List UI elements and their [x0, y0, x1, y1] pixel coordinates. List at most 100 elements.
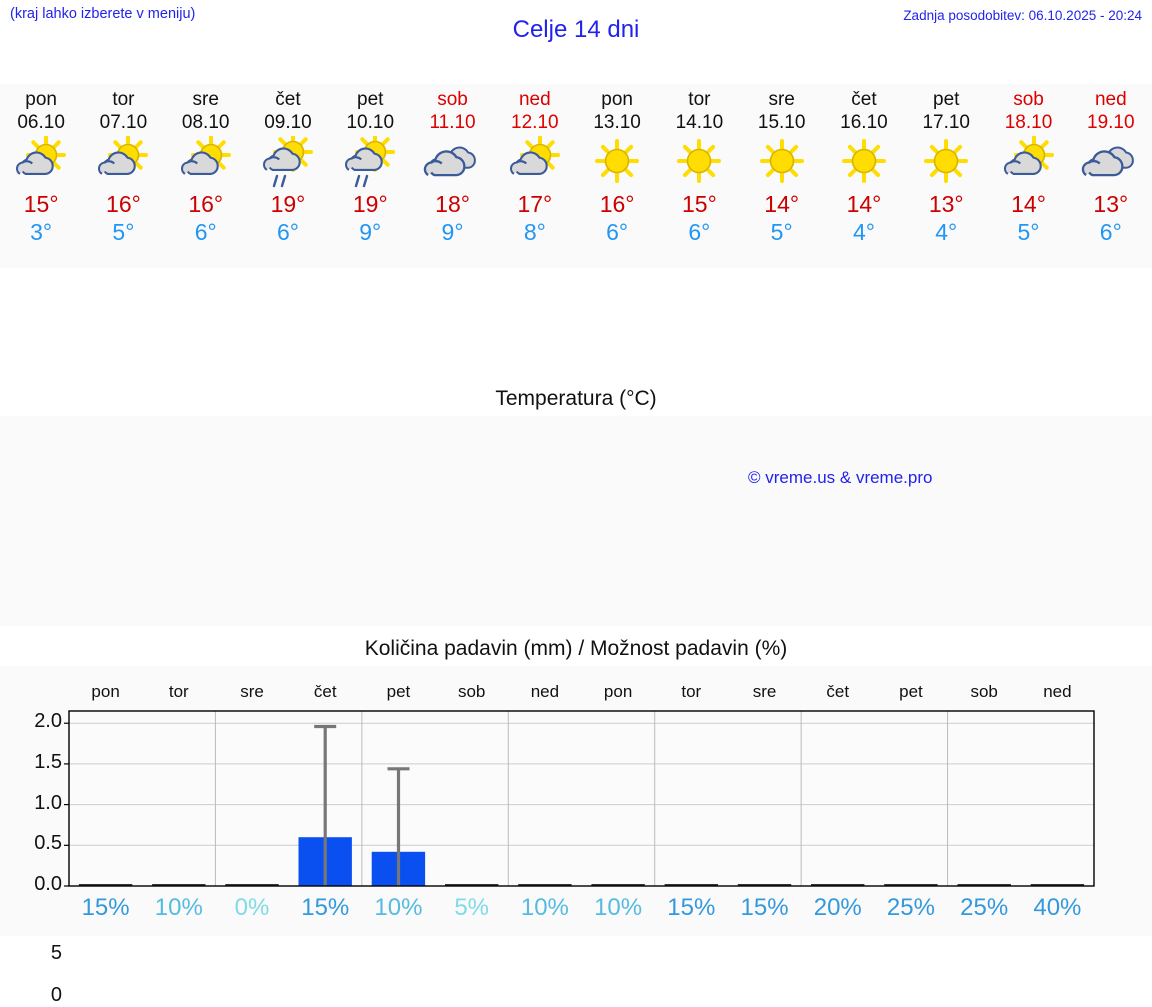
- forecast-day-column: čet 16.10 14° 4°: [823, 84, 905, 268]
- precipitation-day-label: čet: [826, 682, 850, 701]
- precipitation-day-label: čet: [313, 682, 337, 701]
- forecast-temp-max: 16°: [599, 191, 635, 217]
- precipitation-probability-label: 0%: [234, 894, 270, 921]
- sun-behind-cloud-icon: [175, 135, 237, 188]
- forecast-strip: pon 06.10 15° 3° tor 07.10 16° 5° sre 08.10 16°…: [0, 84, 1152, 268]
- precipitation-y-axis-tick: 0.0: [34, 873, 62, 895]
- forecast-day-date: 19.10: [1087, 112, 1135, 133]
- forecast-day-name: sob: [1013, 89, 1044, 110]
- forecast-day-name: sre: [192, 89, 219, 110]
- forecast-day-column: čet 09.10 19° 6°: [247, 84, 329, 268]
- precipitation-probability-label: 15%: [740, 894, 789, 921]
- cloudy-icon: [422, 136, 484, 188]
- forecast-temp-max: 17°: [517, 191, 553, 217]
- precipitation-day-label: sre: [752, 682, 777, 701]
- sun-behind-rain-cloud-icon: [257, 132, 319, 188]
- precipitation-y-axis-tick: 1.0: [34, 791, 62, 814]
- forecast-day-column: sob 18.10 14° 5°: [987, 84, 1069, 268]
- forecast-columns: pon 06.10 15° 3° tor 07.10 16° 5° sre 08.10 16°…: [0, 84, 1152, 268]
- forecast-day-date: 11.10: [429, 112, 476, 133]
- forecast-day-column: pon 13.10 16° 6°: [576, 84, 658, 268]
- forecast-day-column: pet 17.10 13° 4°: [905, 84, 987, 268]
- forecast-day-name: pet: [933, 89, 960, 110]
- forecast-day-column: pon 06.10 15° 3°: [0, 84, 82, 268]
- forecast-day-name: čet: [851, 89, 877, 110]
- precipitation-probability-label: 5%: [454, 894, 489, 921]
- temperature-y-axis-tick: 5: [50, 942, 62, 965]
- precipitation-y-axis-tick: 0.5: [34, 832, 62, 855]
- precipitation-day-label: sob: [457, 682, 486, 701]
- forecast-temp-max: 15°: [23, 191, 59, 217]
- precipitation-day-label: pet: [386, 682, 411, 701]
- forecast-day-date: 08.10: [181, 112, 230, 133]
- sun-behind-rain-cloud-icon: [339, 132, 401, 188]
- forecast-day-column: tor 07.10 16° 5°: [82, 84, 164, 268]
- sun-icon: [586, 136, 648, 188]
- sun-behind-cloud-icon: [504, 135, 566, 188]
- forecast-temp-min: 5°: [770, 219, 793, 245]
- forecast-temp-min: 6°: [688, 219, 711, 245]
- forecast-temp-max: 19°: [270, 191, 306, 217]
- forecast-temp-max: 19°: [352, 191, 388, 217]
- forecast-temp-max: 16°: [106, 191, 141, 217]
- sun-icon: [668, 136, 730, 188]
- temperature-chart-block: Temperatura (°C) 05101520© vreme.us & vr…: [0, 384, 1152, 1006]
- cloudy-icon: [1080, 136, 1142, 188]
- forecast-day-name: sob: [437, 89, 468, 110]
- page-header: (kraj lahko izberete v meniju) Celje 14 …: [0, 0, 1152, 62]
- menu-hint-link[interactable]: (kraj lahko izberete v meniju): [10, 6, 196, 22]
- precipitation-probability-label: 15%: [301, 894, 350, 921]
- precipitation-day-label: tor: [168, 682, 189, 701]
- forecast-day-date: 06.10: [17, 112, 65, 133]
- precipitation-day-label: ned: [530, 682, 560, 701]
- forecast-temp-min: 4°: [852, 219, 875, 245]
- forecast-day-date: 10.10: [346, 112, 395, 133]
- precipitation-day-label: pon: [603, 682, 633, 701]
- forecast-day-column: sob 11.10 18° 9°: [411, 84, 493, 268]
- precipitation-probability-label: 40%: [1033, 894, 1082, 921]
- forecast-temp-min: 8°: [523, 219, 546, 245]
- forecast-day-name: tor: [112, 89, 135, 110]
- forecast-temp-min: 6°: [276, 219, 299, 245]
- forecast-day-column: ned 19.10 13° 6°: [1070, 84, 1152, 268]
- forecast-temp-max: 13°: [1093, 191, 1129, 217]
- forecast-temp-max: 15°: [682, 191, 717, 217]
- forecast-day-name: ned: [518, 89, 551, 110]
- forecast-temp-min: 5°: [1017, 219, 1040, 245]
- precipitation-chart-title: Količina padavin (mm) / Možnost padavin …: [0, 636, 1152, 666]
- temperature-chart-title: Temperatura (°C): [0, 384, 1152, 416]
- precipitation-probability-label: 10%: [594, 894, 643, 921]
- watermark: © vreme.us & vreme.pro: [748, 468, 933, 487]
- forecast-day-date: 07.10: [99, 112, 148, 133]
- precipitation-chart-block: Količina padavin (mm) / Možnost padavin …: [0, 636, 1152, 936]
- precipitation-day-label: tor: [681, 682, 702, 701]
- forecast-day-name: pet: [357, 89, 384, 110]
- forecast-temp-max: 14°: [764, 191, 800, 217]
- forecast-temp-max: 13°: [928, 191, 964, 217]
- precipitation-probability-label: 10%: [520, 894, 569, 921]
- temperature-y-axis-tick: 0: [50, 984, 62, 1006]
- precipitation-y-axis-tick: 1.5: [34, 750, 62, 773]
- forecast-temp-max: 18°: [435, 191, 470, 217]
- precipitation-day-label: sob: [970, 682, 998, 701]
- forecast-day-date: 14.10: [675, 112, 724, 133]
- forecast-day-name: sre: [768, 89, 795, 110]
- precipitation-probability-label: 20%: [813, 894, 862, 921]
- precipitation-probability-label: 15%: [81, 894, 130, 921]
- sun-icon: [751, 136, 813, 188]
- precipitation-day-label: ned: [1043, 682, 1072, 701]
- forecast-temp-max: 14°: [846, 191, 882, 217]
- forecast-day-column: sre 08.10 16° 6°: [165, 84, 247, 268]
- forecast-temp-max: 16°: [188, 191, 224, 217]
- forecast-day-date: 09.10: [264, 112, 312, 133]
- forecast-temp-min: 9°: [441, 219, 464, 245]
- precipitation-probability-label: 25%: [960, 894, 1009, 921]
- forecast-day-name: pon: [25, 89, 57, 110]
- forecast-temp-min: 3°: [30, 219, 53, 245]
- forecast-day-date: 12.10: [511, 112, 559, 133]
- forecast-day-column: sre 15.10 14° 5°: [741, 84, 823, 268]
- sun-behind-cloud-icon: [10, 135, 72, 188]
- sun-behind-cloud-icon: [92, 135, 154, 188]
- forecast-temp-min: 5°: [112, 219, 135, 245]
- precipitation-y-axis-tick: 2.0: [34, 710, 62, 733]
